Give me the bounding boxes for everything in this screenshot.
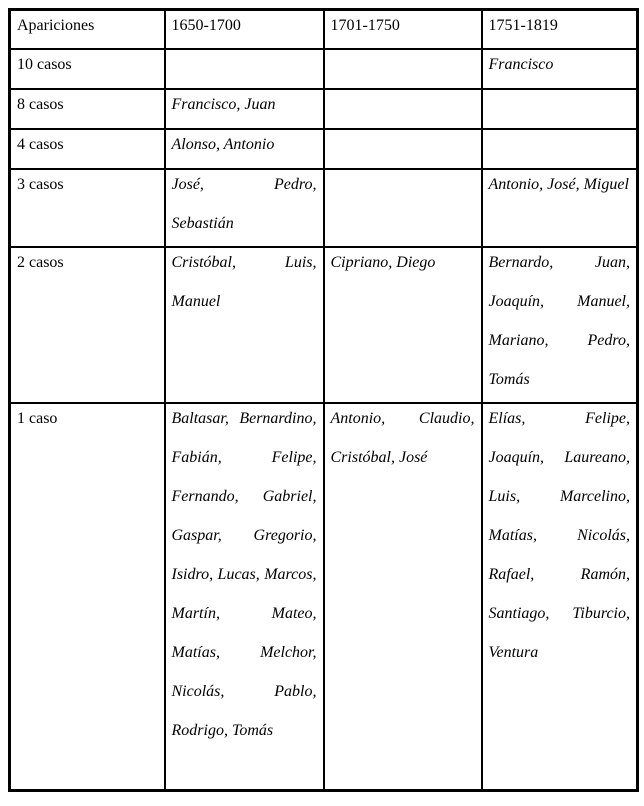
row-label: 8 casos — [17, 95, 64, 113]
names-cell — [322, 167, 483, 248]
names-text: Alonso, Antonio — [171, 135, 275, 153]
names-cell — [163, 47, 325, 90]
names-cell: Baltasar, Bernardino, Fabián, Felipe, Fe… — [163, 401, 325, 792]
header-cell-1701-1750: 1701-1750 — [322, 8, 483, 50]
names-cell: Francisco — [480, 47, 639, 90]
names-cell: Elías, Felipe, Joaquín, Laureano, Luis, … — [480, 401, 639, 792]
row-label: 2 casos — [17, 253, 64, 271]
names-text: Antonio, José, Miguel — [488, 175, 629, 193]
table-row-3-casos: 3 casos José, Pedro, Sebastián Antonio, … — [8, 167, 639, 248]
names-cell: Cristóbal, Luis, Manuel — [163, 245, 325, 404]
table-row-4-casos: 4 casos Alonso, Antonio — [8, 127, 639, 170]
names-text: Baltasar, Bernardino, Fabián, Felipe, Fe… — [171, 409, 317, 739]
row-label-cell: 2 casos — [8, 245, 166, 404]
names-cell: Cipriano, Diego — [322, 245, 483, 404]
names-cell — [480, 127, 639, 170]
names-cell: Bernardo, Juan, Joaquín, Manuel, Mariano… — [480, 245, 639, 404]
row-label: 4 casos — [17, 135, 64, 153]
row-label-cell: 10 casos — [8, 47, 166, 90]
header-cell-1650-1700: 1650-1700 — [163, 8, 325, 50]
header-label: 1701-1750 — [330, 17, 400, 34]
names-cell: Alonso, Antonio — [163, 127, 325, 170]
names-cell — [480, 87, 639, 130]
names-text: Bernardo, Juan, Joaquín, Manuel, Mariano… — [488, 253, 631, 388]
header-row: Apariciones 1650-1700 1701-1750 1751-181… — [8, 8, 639, 50]
header-cell-apariciones: Apariciones — [8, 8, 166, 50]
names-cell — [322, 127, 483, 170]
row-label-cell: 1 caso — [8, 401, 166, 792]
row-label: 10 casos — [17, 55, 72, 73]
frequency-table: Apariciones 1650-1700 1701-1750 1751-181… — [8, 8, 639, 792]
row-label: 1 caso — [17, 409, 58, 427]
header-label: 1650-1700 — [171, 17, 241, 34]
names-text: Cristóbal, Luis, Manuel — [171, 253, 317, 310]
names-cell: Francisco, Juan — [163, 87, 325, 130]
names-text: Francisco, Juan — [171, 95, 276, 113]
table-row-1-caso: 1 caso Baltasar, Bernardino, Fabián, Fel… — [8, 401, 639, 792]
header-label: Apariciones — [17, 17, 95, 34]
row-label-cell: 8 casos — [8, 87, 166, 130]
names-text: Francisco — [488, 55, 554, 73]
header-cell-1751-1819: 1751-1819 — [480, 8, 639, 50]
table-row-2-casos: 2 casos Cristóbal, Luis, Manuel Cipriano… — [8, 245, 639, 404]
names-text: Elías, Felipe, Joaquín, Laureano, Luis, … — [488, 409, 631, 661]
names-text: José, Pedro, Sebastián — [171, 175, 317, 232]
names-cell: Antonio, José, Miguel — [480, 167, 639, 248]
names-cell: José, Pedro, Sebastián — [163, 167, 325, 248]
names-cell — [322, 87, 483, 130]
row-label: 3 casos — [17, 175, 64, 193]
names-text: Cipriano, Diego — [330, 253, 436, 271]
row-label-cell: 3 casos — [8, 167, 166, 248]
names-text: Antonio, Claudio, Cristóbal, José — [330, 409, 475, 466]
row-label-cell: 4 casos — [8, 127, 166, 170]
table-row-10-casos: 10 casos Francisco — [8, 47, 639, 90]
header-label: 1751-1819 — [488, 17, 558, 34]
table-row-8-casos: 8 casos Francisco, Juan — [8, 87, 639, 130]
names-cell: Antonio, Claudio, Cristóbal, José — [322, 401, 483, 792]
names-cell — [322, 47, 483, 90]
